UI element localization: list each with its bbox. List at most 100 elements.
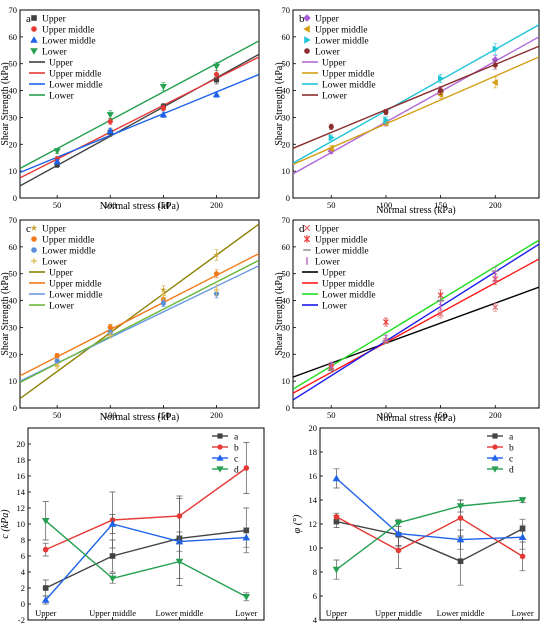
data-point-5-1-1 xyxy=(395,547,402,554)
plot-frame-2 xyxy=(19,219,260,409)
y-tick-label-5-3: 10 xyxy=(309,543,318,553)
data-point-1-3-2 xyxy=(438,87,444,94)
data-point-0-3-3 xyxy=(212,63,221,70)
fit-line-1-7 xyxy=(293,45,539,149)
legend-label-2-5: Upper middle xyxy=(49,280,102,290)
legend-swatch-0-1 xyxy=(31,26,37,32)
legend-swatch-0-3 xyxy=(30,48,38,55)
x-tick-label-2-0: 50 xyxy=(53,410,62,420)
data-point-0-3-2 xyxy=(159,83,167,91)
data-point-0-2-2 xyxy=(159,111,167,118)
x-tick-label-4-1: Upper middle xyxy=(89,608,136,618)
x-axis-label-1: Normal stress (kPa) xyxy=(376,205,455,216)
data-point-2-2-2 xyxy=(160,300,166,306)
y-tick-label-3-3: 30 xyxy=(282,322,291,332)
data-point-0-0-0 xyxy=(54,161,60,168)
legend-label-2-1: Upper middle xyxy=(42,236,95,246)
y-tick-label-1-2: 20 xyxy=(282,139,291,149)
y-tick-label-4-2: 2 xyxy=(21,583,25,593)
plot-frame-5 xyxy=(319,427,540,621)
legend-label-3-4: Upper xyxy=(322,269,347,279)
y-axis-label-0: Shear Strength (kPa) xyxy=(0,62,11,145)
y-tick-label-3-7: 70 xyxy=(282,215,291,225)
data-point-4-2-0 xyxy=(41,596,50,603)
data-point-4-1-2 xyxy=(176,513,183,519)
x-tick-label-0-0: 50 xyxy=(53,200,62,210)
series-line-5-1 xyxy=(336,516,523,557)
x-tick-label-1-1: 100 xyxy=(380,200,393,210)
data-point-0-2-0 xyxy=(53,158,61,165)
y-tick-label-5-2: 8 xyxy=(313,567,317,577)
data-point-5-2-2 xyxy=(456,535,465,543)
y-tick-label-4-6: 10 xyxy=(17,519,26,529)
y-tick-label-5-5: 14 xyxy=(309,495,318,505)
y-axis-label-3: Shear Strength (kPa) xyxy=(274,272,285,355)
data-point-4-3-0 xyxy=(41,518,50,525)
y-tick-label-2-0: 0 xyxy=(13,403,17,413)
legend-label-4-0: a xyxy=(234,433,239,443)
legend-label-1-0: Upper xyxy=(315,15,340,25)
x-tick-label-5-0: Upper xyxy=(326,608,347,618)
data-point-0-3-0 xyxy=(53,148,61,155)
data-point-2-1-3 xyxy=(213,271,220,277)
y-tick-label-2-6: 60 xyxy=(9,242,18,252)
y-tick-label-4-5: 8 xyxy=(21,535,25,545)
data-point-0-0-3 xyxy=(213,77,220,83)
legend-swatch-0-2 xyxy=(30,36,38,43)
legend-label-2-3: Lower xyxy=(42,258,68,268)
data-point-5-3-1 xyxy=(394,520,403,527)
series-line-4-2 xyxy=(45,523,247,601)
legend-label-5-1: b xyxy=(509,444,514,454)
legend-label-5-2: c xyxy=(509,455,513,465)
legend-label-1-4: Upper xyxy=(322,59,347,69)
x-tick-label-4-2: Lower middle xyxy=(155,608,203,618)
data-point-0-3-1 xyxy=(106,112,114,119)
legend-label-1-2: Lower middle xyxy=(315,37,369,47)
legend-swatch-1-2 xyxy=(304,36,311,44)
y-tick-label-5-0: 4 xyxy=(313,615,318,624)
y-tick-label-0-6: 60 xyxy=(9,32,18,42)
fit-line-0-5 xyxy=(20,56,259,179)
legend-swatch-5-3 xyxy=(491,466,499,473)
data-point-5-2-1 xyxy=(394,529,403,537)
legend-label-2-0: Upper xyxy=(42,225,67,235)
legend-label-3-5: Upper middle xyxy=(322,280,375,290)
legend-swatch-2-3 xyxy=(31,258,37,264)
data-point-2-3-2 xyxy=(160,292,166,298)
data-point-3-0-3 xyxy=(492,304,499,311)
y-tick-label-4-11: 20 xyxy=(17,439,26,449)
x-axis-label-0: Normal stress (kPa) xyxy=(100,201,179,212)
data-point-1-0-3 xyxy=(491,56,499,64)
legend-label-3-2: Lower middle xyxy=(315,247,369,257)
legend-swatch-0-0 xyxy=(31,15,37,21)
legend-swatch-4-2 xyxy=(216,454,224,461)
legend-label-3-0: Upper xyxy=(315,225,340,235)
fit-line-2-4 xyxy=(20,223,259,400)
y-tick-label-0-2: 20 xyxy=(9,139,18,149)
data-point-1-3-1 xyxy=(383,109,389,115)
data-point-1-2-0 xyxy=(328,133,335,142)
x-axis-label-3: Normal stress (kPa) xyxy=(376,413,455,424)
data-point-2-1-0 xyxy=(54,353,60,359)
x-tick-label-1-3: 200 xyxy=(489,200,502,210)
data-point-4-1-3 xyxy=(243,465,250,471)
y-tick-label-2-4: 40 xyxy=(9,296,18,306)
data-point-0-2-3 xyxy=(212,91,221,98)
panel-label-0: a xyxy=(26,13,31,25)
y-tick-label-3-4: 40 xyxy=(282,296,291,306)
y-tick-label-4-7: 12 xyxy=(17,503,26,513)
legend-swatch-2-1 xyxy=(31,236,37,242)
legend-label-3-6: Lower middle xyxy=(322,291,376,301)
y-tick-label-0-3: 30 xyxy=(9,112,18,122)
legend-label-1-7: Lower xyxy=(322,92,348,102)
data-point-2-3-3 xyxy=(213,287,220,293)
y-tick-label-1-6: 60 xyxy=(282,32,291,42)
data-point-1-2-1 xyxy=(383,116,390,124)
y-tick-label-4-0: -2 xyxy=(18,615,25,624)
legend-label-2-2: Lower middle xyxy=(42,247,96,257)
data-point-4-2-1 xyxy=(108,520,117,527)
data-point-2-0-3 xyxy=(213,251,220,258)
x-tick-label-4-0: Upper xyxy=(35,608,56,618)
y-tick-label-0-4: 40 xyxy=(9,86,18,96)
